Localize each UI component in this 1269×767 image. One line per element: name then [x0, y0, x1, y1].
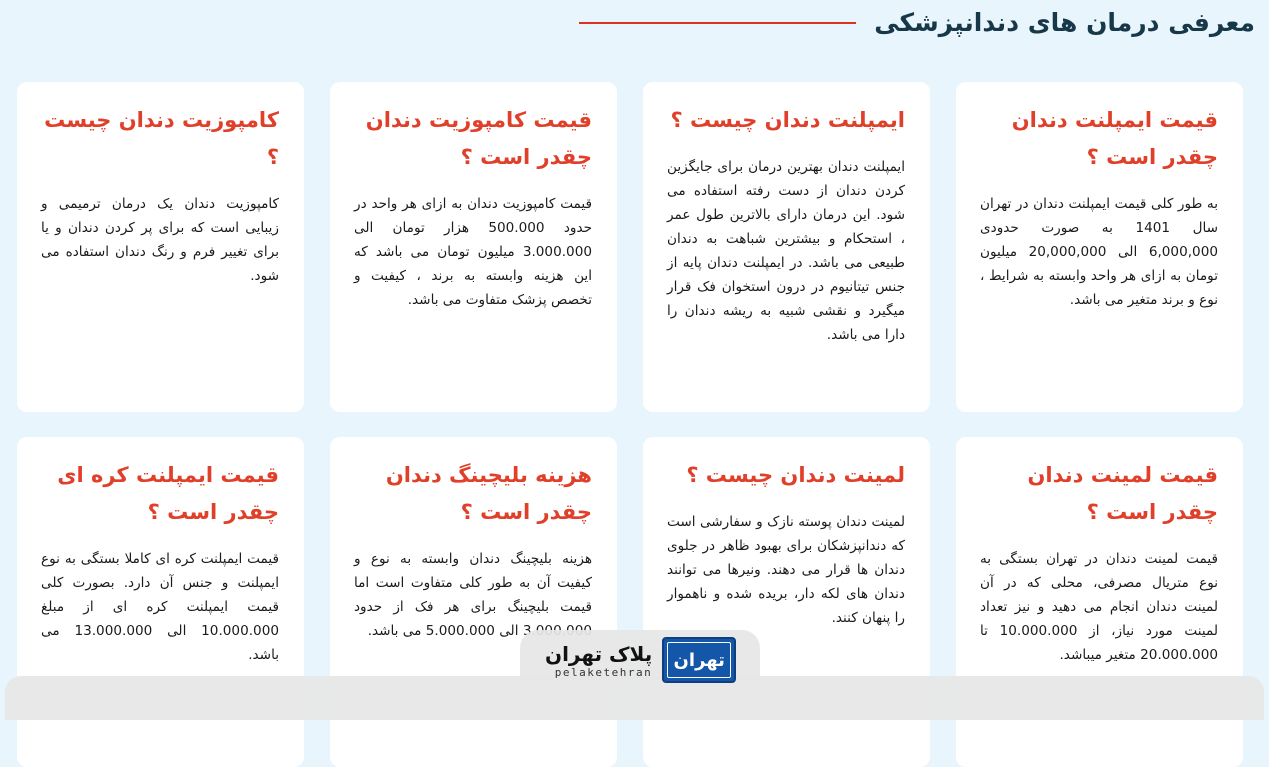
card-title: قیمت ایمپلنت دندان چقدر است ؟ — [1011, 108, 1218, 169]
plate-text: تهران — [673, 649, 725, 671]
bottom-bar — [5, 676, 1264, 720]
card-title: ایمپلنت دندان چیست ؟ — [670, 108, 905, 132]
card-body: ایمپلنت دندان بهترین درمان برای جایگزین … — [667, 159, 905, 343]
card-body: کامپوزیت دندان یک درمان ترمیمی و زیبایی … — [41, 196, 279, 284]
card-title: قیمت ایمپلنت کره ای چقدر است ؟ — [57, 463, 279, 524]
logo-text-en: pelaketehran — [554, 665, 653, 679]
card-body: لمینت دندان پوسته نازک و سفارشی است که د… — [667, 514, 905, 626]
card-body: قیمت کامپوزیت دندان به ازای هر واحد در ح… — [354, 196, 593, 308]
card-implant-price: قیمت ایمپلنت دندان چقدر است ؟ به طور کلی … — [956, 82, 1243, 412]
title-divider — [579, 21, 857, 24]
card-composite-what: کامپوزیت دندان چیست ؟ کامپوزیت دندان یک د… — [17, 82, 304, 412]
site-logo[interactable]: پلاک تهران pelaketehran تهران — [545, 637, 737, 683]
page-title: معرفی درمان های دندانپزشکی — [874, 8, 1255, 37]
card-body: قیمت لمینت دندان در تهران بستگی به نوع م… — [980, 551, 1218, 663]
logo-text-fa: پلاک تهران — [545, 641, 653, 666]
section-header: معرفی درمان های دندانپزشکی — [579, 0, 1255, 45]
card-title: لمینت دندان چیست ؟ — [686, 463, 905, 487]
card-body: هزینه بلیچینگ دندان وابسته به نوع و کیفی… — [354, 551, 592, 639]
card-implant-what: ایمپلنت دندان چیست ؟ ایمپلنت دندان بهترین… — [643, 82, 930, 412]
card-title: قیمت کامپوزیت دندان چقدر است ؟ — [365, 108, 592, 169]
card-body: قیمت ایمپلنت کره ای کاملا بستگی به نوع ا… — [41, 551, 279, 663]
card-title: هزینه بلیچینگ دندان چقدر است ؟ — [385, 463, 592, 524]
card-title: کامپوزیت دندان چیست ؟ — [44, 108, 279, 169]
card-composite-price: قیمت کامپوزیت دندان چقدر است ؟ قیمت کامپو… — [330, 82, 617, 412]
card-body: به طور کلی قیمت ایمپلنت دندان در تهران س… — [980, 196, 1218, 308]
street-plate-icon: تهران — [662, 637, 737, 683]
card-title: قیمت لمینت دندان چقدر است ؟ — [1027, 463, 1218, 524]
